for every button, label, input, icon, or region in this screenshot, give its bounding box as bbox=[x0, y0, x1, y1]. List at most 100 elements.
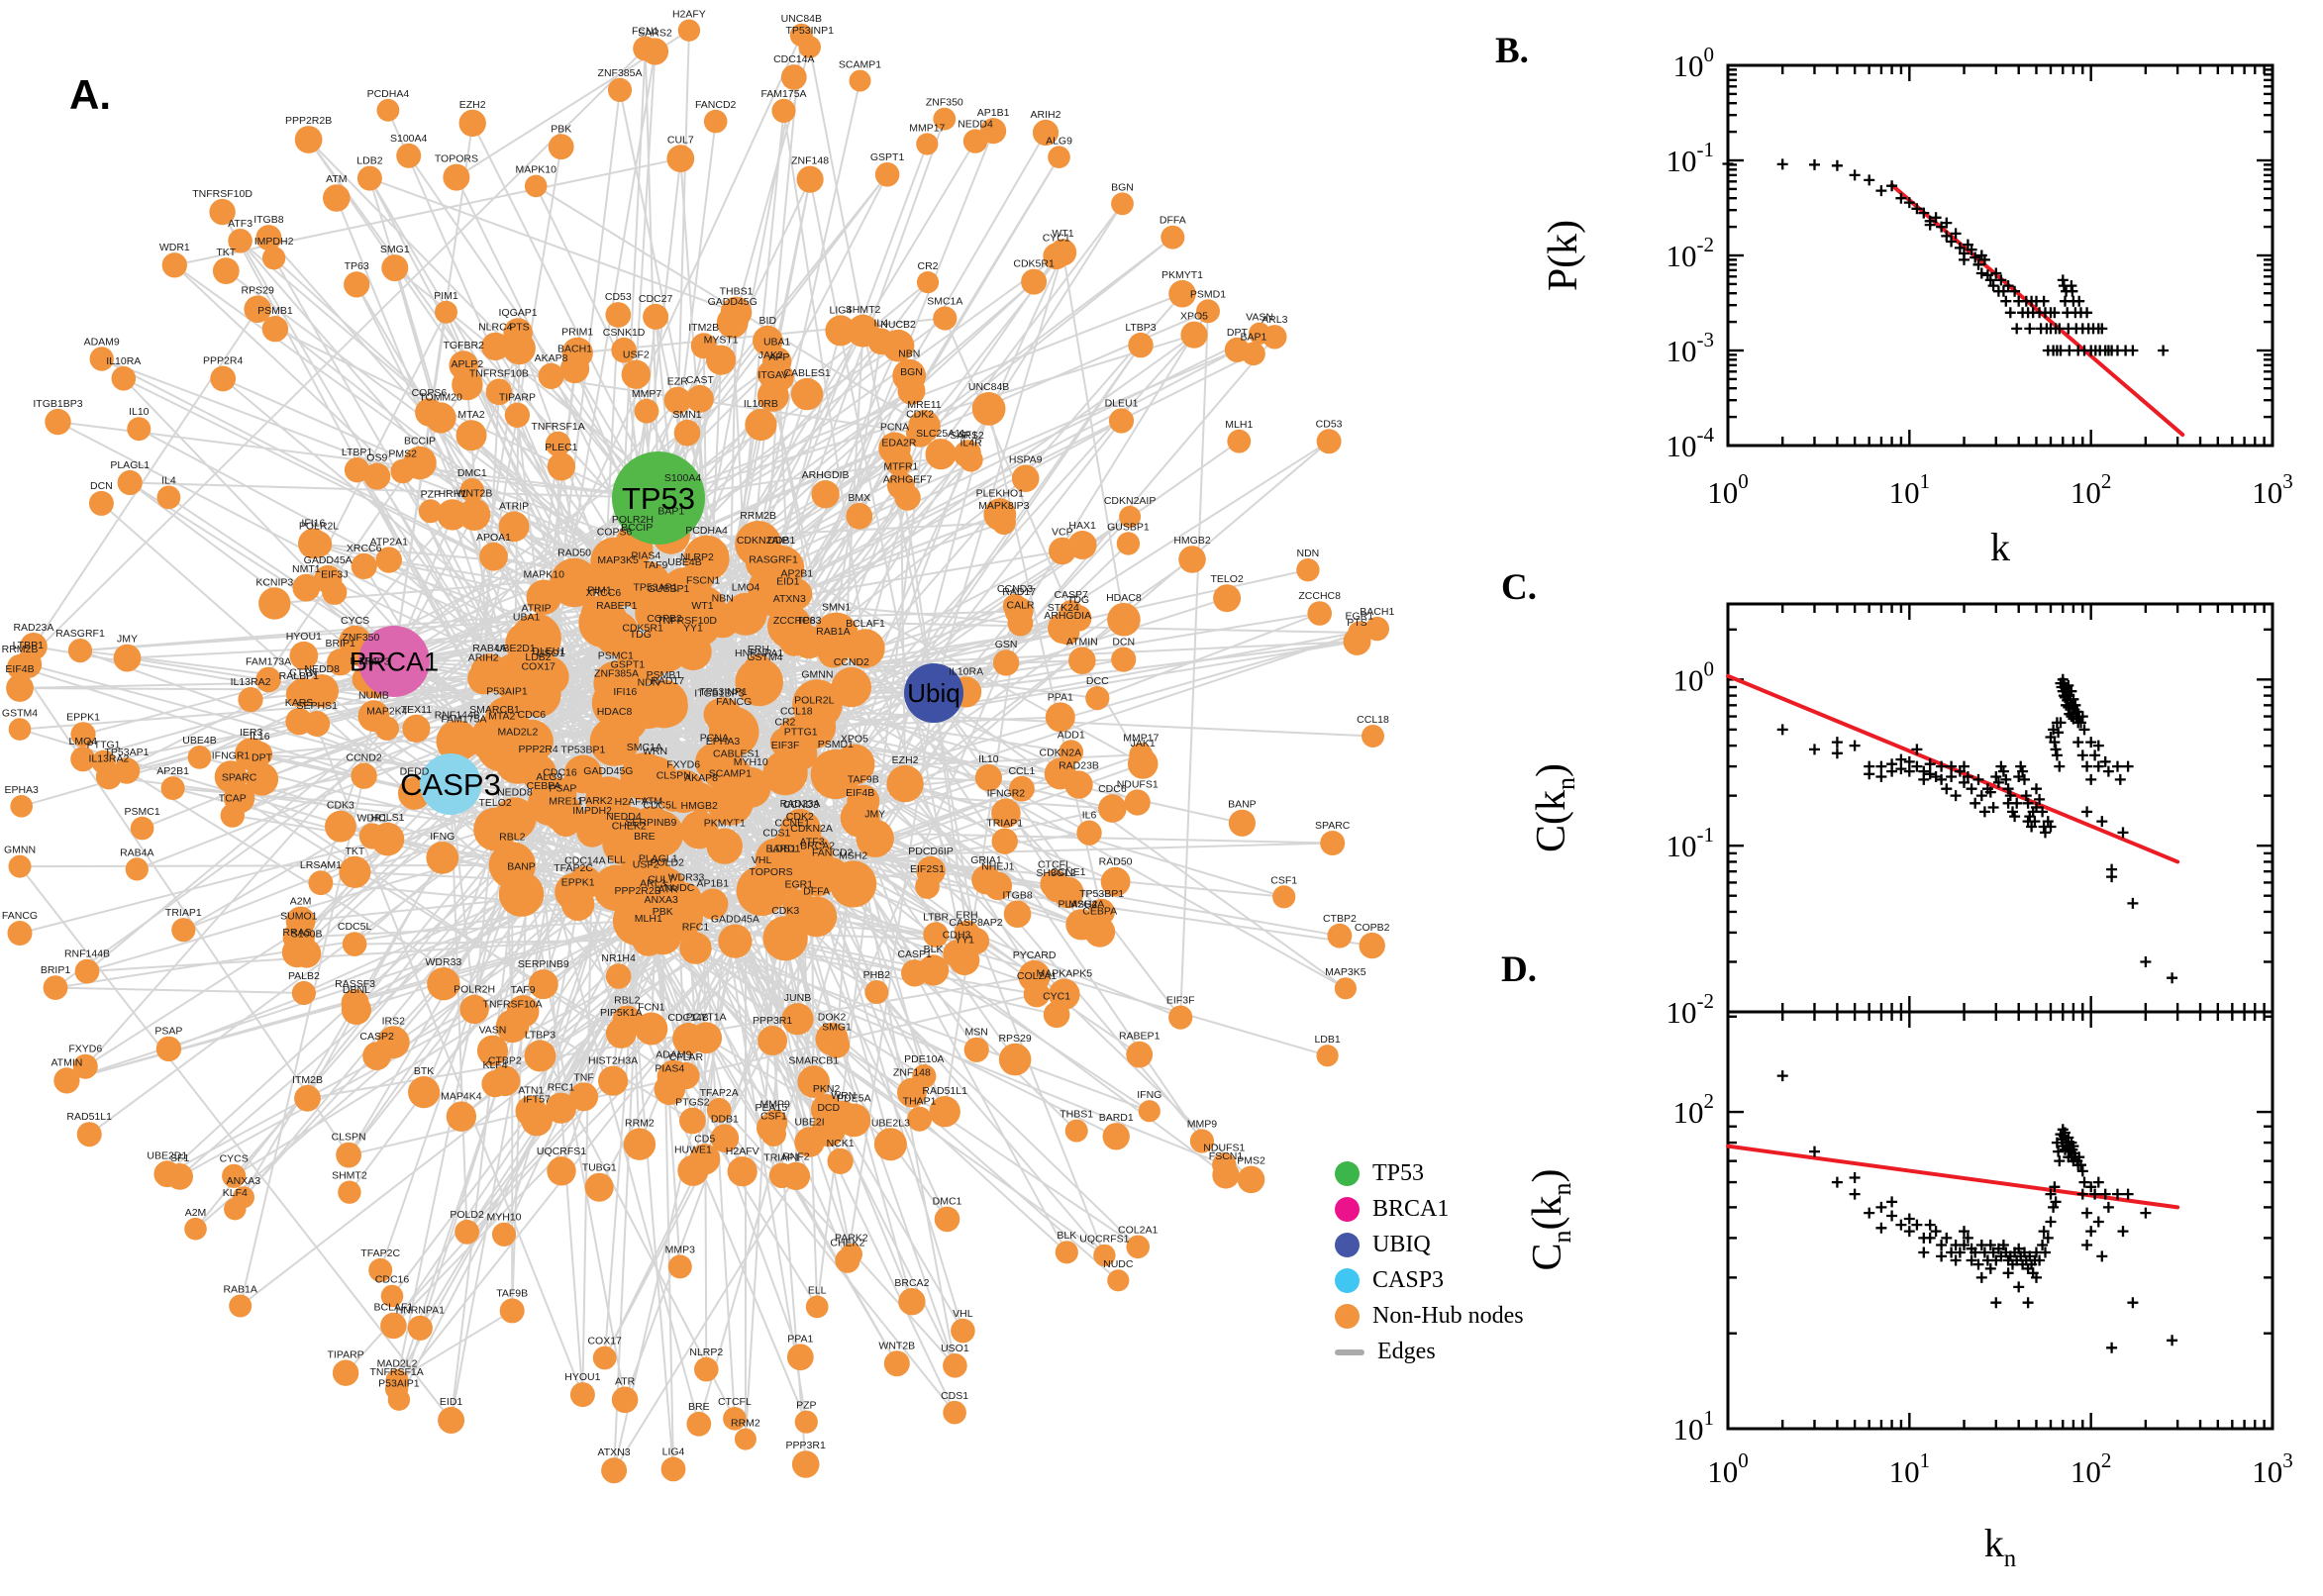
network-node bbox=[155, 1036, 182, 1062]
network-node-label: PIM1 bbox=[587, 585, 612, 597]
network-node-label: TAF9 bbox=[643, 559, 667, 571]
network-node-label: IL4 bbox=[873, 317, 888, 329]
legend-item-ubiq: UBIQ bbox=[1335, 1232, 1524, 1258]
network-node-label: KLF4 bbox=[482, 1059, 507, 1071]
network-node-label: CDC14B bbox=[667, 1012, 708, 1024]
chart-D-fit-line bbox=[1726, 1144, 2180, 1210]
network-node-label: NUMB bbox=[358, 689, 389, 701]
network-node-label: MAP3K5 bbox=[1325, 966, 1366, 978]
data-point bbox=[1975, 1271, 1987, 1283]
legend-color-dot bbox=[1335, 1161, 1360, 1186]
network-node-label: SEPHS1 bbox=[296, 700, 338, 712]
network-node bbox=[1107, 602, 1141, 637]
network-node-label: FAM175A bbox=[441, 714, 486, 726]
network-node bbox=[89, 347, 114, 371]
network-node-label: HMGB2 bbox=[681, 800, 719, 812]
data-point bbox=[1978, 253, 1990, 265]
network-node-label: AP1B1 bbox=[696, 878, 729, 890]
data-point bbox=[2102, 765, 2114, 777]
network-node-label: IFNGR1 bbox=[212, 749, 251, 761]
network-node-label: P53AIP1 bbox=[486, 686, 528, 698]
network-node-label: EGR1 bbox=[1346, 610, 1374, 622]
network-node-label: CCL18 bbox=[780, 706, 813, 718]
data-point bbox=[1970, 1247, 1981, 1258]
panel-d-label: D. bbox=[1501, 949, 1537, 990]
data-point bbox=[1903, 755, 1915, 767]
network-node bbox=[933, 306, 958, 331]
network-node-label: PKN2 bbox=[813, 1083, 841, 1095]
data-point bbox=[2081, 806, 2093, 818]
network-node-label: BANP bbox=[1228, 799, 1257, 811]
network-edge bbox=[782, 109, 866, 649]
network-node-label: PSAP bbox=[549, 782, 576, 794]
network-node-label: IFI16 bbox=[301, 518, 325, 530]
network-edge bbox=[19, 865, 453, 1422]
network-node bbox=[229, 1294, 252, 1318]
network-node-label: CFLAR bbox=[669, 1051, 704, 1063]
network-node bbox=[873, 1128, 907, 1161]
network-node-label: HAX1 bbox=[1068, 520, 1096, 532]
data-point bbox=[1950, 790, 1962, 802]
chart-C-points bbox=[1776, 673, 2178, 984]
network-node bbox=[341, 994, 371, 1025]
data-point bbox=[2075, 1159, 2086, 1171]
data-point bbox=[2022, 1297, 2034, 1309]
data-point bbox=[2085, 1226, 2097, 1238]
network-node bbox=[403, 446, 437, 480]
data-point bbox=[2031, 802, 2042, 813]
network-node-label: BTK bbox=[414, 1065, 434, 1077]
network-node-label: PLAGL1 bbox=[110, 459, 150, 471]
network-node bbox=[1228, 809, 1256, 837]
network-node-label: PKMYT1 bbox=[704, 818, 746, 830]
network-node bbox=[1011, 464, 1040, 493]
network-node-label: IFNGR2 bbox=[987, 788, 1026, 800]
network-node-label: RAB1A bbox=[223, 1284, 256, 1296]
network-node-label: ATMIN bbox=[50, 1056, 82, 1068]
data-point bbox=[1946, 760, 1958, 772]
data-point bbox=[1930, 212, 1942, 224]
data-point bbox=[2140, 956, 2152, 967]
network-node-label: PPP2R4 bbox=[518, 744, 557, 755]
network-node-label: POLR2H bbox=[612, 514, 654, 526]
chart-B-ticks bbox=[1726, 63, 2274, 448]
network-node-label: IFI16 bbox=[613, 686, 637, 698]
network-node-label: AP2B1 bbox=[156, 765, 189, 777]
network-node-label: GMNN bbox=[4, 845, 36, 856]
data-point bbox=[2042, 1232, 2054, 1244]
data-point bbox=[1776, 158, 1788, 170]
network-node bbox=[74, 958, 100, 984]
network-node-label: IL10RA bbox=[106, 355, 141, 367]
network-node-label: CSF1 bbox=[760, 1111, 787, 1123]
network-node bbox=[716, 306, 749, 339]
network-node-label: ATMIN bbox=[1066, 636, 1098, 648]
network-node-label: MMP7 bbox=[632, 388, 661, 400]
network-node-label: BRCA2 bbox=[894, 1277, 929, 1289]
network-node bbox=[88, 490, 114, 516]
network-node-label: PCDHA4 bbox=[685, 525, 728, 537]
network-node-label: XPO5 bbox=[841, 733, 868, 745]
data-point bbox=[1972, 1258, 1984, 1270]
network-node-label: FSCN1 bbox=[1209, 1150, 1244, 1162]
network-node bbox=[1343, 627, 1371, 655]
network-edge bbox=[307, 139, 659, 499]
network-node bbox=[677, 19, 701, 42]
data-point bbox=[2096, 816, 2108, 828]
network-node-label: TGFBR2 bbox=[443, 340, 484, 351]
data-point bbox=[2158, 345, 2170, 356]
data-point bbox=[2049, 737, 2061, 748]
network-node-label: EIF4B bbox=[5, 663, 34, 675]
network-node bbox=[686, 1411, 712, 1437]
network-edge bbox=[933, 692, 1347, 990]
network-node bbox=[661, 769, 706, 814]
network-node-label: IL16 bbox=[250, 731, 270, 743]
network-node-label: TFAP2A bbox=[700, 1087, 739, 1099]
network-node-label: IER3 bbox=[240, 727, 263, 739]
network-node-label: SERPINB9 bbox=[518, 958, 569, 970]
network-node-label: ZNF350 bbox=[926, 97, 963, 109]
network-node-label: TP63 bbox=[345, 260, 369, 272]
network-node-label: GUSBP1 bbox=[1107, 521, 1150, 533]
network-node-label: DLEU1 bbox=[1105, 397, 1139, 409]
network-node-label: WT1 bbox=[691, 600, 713, 612]
network-node bbox=[1045, 702, 1075, 733]
